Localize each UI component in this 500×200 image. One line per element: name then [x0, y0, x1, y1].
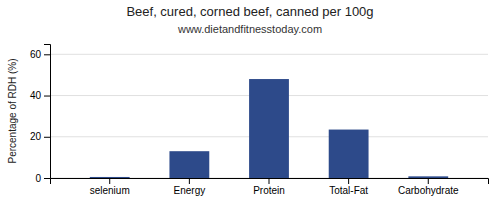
- x-tick-mark: [428, 178, 429, 184]
- x-tick-mark: [109, 178, 110, 184]
- grid-line: [50, 54, 488, 55]
- chart: Beef, cured, corned beef, canned per 100…: [0, 0, 500, 200]
- y-tick: 0: [35, 173, 50, 184]
- y-tick-mark: [44, 178, 50, 179]
- bars: [90, 79, 448, 178]
- x-tick: selenium: [90, 178, 130, 196]
- y-axis-title: Percentage of RDH (%): [7, 58, 18, 163]
- bar: [249, 79, 289, 178]
- x-axis: selenium Energy Protein Total-Fat Carbohydra…: [51, 178, 489, 196]
- y-axis-line: [44, 45, 51, 179]
- bar: [169, 151, 209, 178]
- y-tick: 20: [30, 131, 50, 142]
- x-tick-mark: [269, 178, 270, 184]
- y-tick-label: 40: [30, 90, 42, 101]
- y-tick: 60: [30, 49, 50, 60]
- x-tick-label: Protein: [253, 185, 285, 196]
- y-tick-mark: [44, 137, 50, 138]
- x-tick: Energy: [174, 178, 206, 196]
- x-tick-mark: [189, 178, 190, 184]
- x-tick: Protein: [253, 178, 285, 196]
- y-tick-label: 20: [30, 131, 42, 142]
- x-tick-label: selenium: [90, 185, 130, 196]
- x-tick-label: Total-Fat: [329, 185, 368, 196]
- x-axis-line: [51, 179, 489, 185]
- x-tick-label: Carbohydrate: [398, 185, 459, 196]
- bar: [408, 176, 448, 178]
- y-tick-label: 60: [30, 49, 42, 60]
- x-tick-label: Energy: [174, 185, 206, 196]
- y-tick: 40: [30, 90, 50, 101]
- subtitle: www.dietandfitnesstoday.com: [177, 23, 322, 35]
- plot: 0 20 40 60 selenium Energy Protein Total-Fat Car…: [30, 45, 489, 197]
- y-axis: 0 20 40 60: [30, 45, 51, 184]
- x-tick: Carbohydrate: [398, 178, 459, 196]
- bar: [329, 130, 369, 178]
- y-tick-label: 0: [35, 173, 41, 184]
- bar: [90, 177, 130, 178]
- x-tick-mark: [348, 178, 349, 184]
- y-tick-mark: [44, 96, 50, 97]
- grid: [50, 54, 488, 178]
- y-tick-mark: [44, 54, 50, 55]
- title: Beef, cured, corned beef, canned per 100…: [126, 4, 373, 19]
- x-tick: Total-Fat: [329, 178, 368, 196]
